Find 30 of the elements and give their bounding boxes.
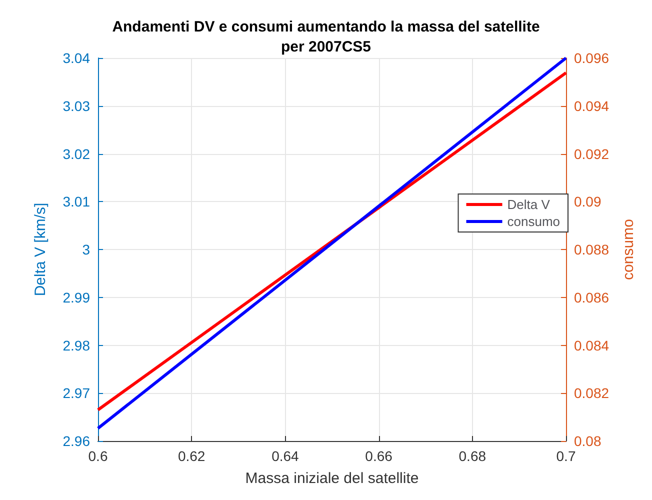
y2-tick-label: 0.08 (574, 433, 602, 449)
x-tick-label: 0.66 (365, 448, 393, 464)
x-tick-label: 0.62 (178, 448, 206, 464)
x-axis-title: Massa iniziale del satellite (245, 470, 419, 487)
y2-tick-label: 0.094 (574, 98, 610, 114)
y-tick-label: 3 (82, 242, 90, 258)
y-axis-title: Delta V [km/s] (32, 202, 49, 296)
x-tick-label: 0.64 (272, 448, 300, 464)
y2-tick-label: 0.088 (574, 242, 610, 258)
y-tick-label: 3.03 (62, 98, 90, 114)
y-tick-label: 3.04 (62, 50, 90, 66)
legend-label: consumo (507, 214, 560, 229)
y2-tick-label: 0.09 (574, 194, 602, 210)
y2-tick-label: 0.082 (574, 385, 610, 402)
y2-tick-label: 0.092 (574, 146, 610, 162)
legend-label: Delta V (507, 197, 550, 212)
y-tick-label: 2.99 (62, 289, 90, 306)
y2-axis-title: consumo (620, 219, 637, 280)
chart-title: Andamenti DV e consumi aumentando la massa del satellite per 2007CS5 (112, 18, 540, 56)
y-tick-label: 3.02 (62, 146, 90, 162)
y-tick-label: 3.01 (62, 194, 90, 210)
x-tick-label: 0.68 (458, 448, 486, 464)
x-tick-label: 0.6 (88, 448, 108, 464)
y-tick-label: 2.97 (62, 385, 90, 402)
y-tick-label: 2.96 (62, 433, 90, 449)
x-tick-label: 0.7 (556, 448, 576, 464)
y-tick-label: 2.98 (62, 337, 90, 354)
y2-tick-label: 0.084 (574, 337, 610, 354)
y2-tick-label: 0.086 (574, 289, 610, 306)
y2-tick-label: 0.096 (574, 50, 610, 66)
